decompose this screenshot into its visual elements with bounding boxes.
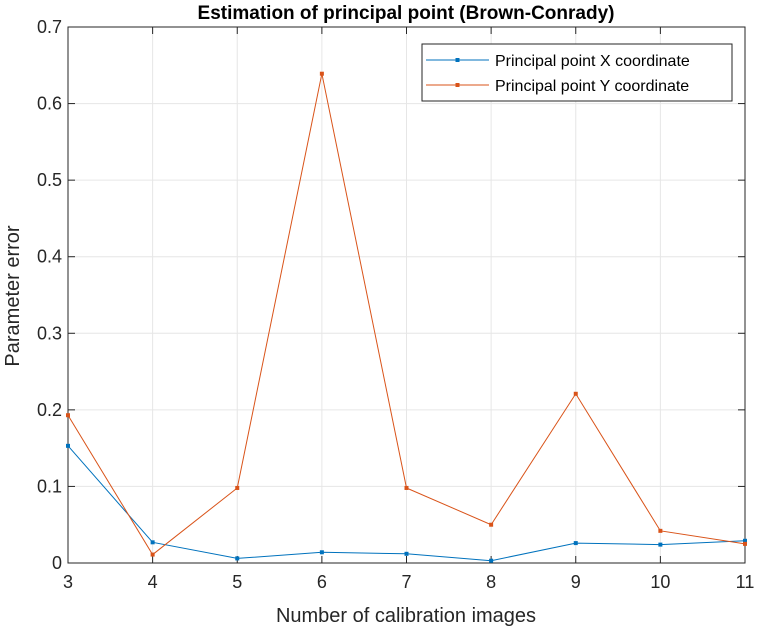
data-point [319, 71, 324, 76]
chart-title: Estimation of principal point (Brown-Con… [198, 3, 615, 24]
y-tick-label: 0.5 [37, 170, 62, 190]
legend-label-y-coordinate: Principal point Y coordinate [495, 78, 689, 95]
data-point [404, 551, 409, 556]
data-point [658, 528, 663, 533]
legend-box [421, 43, 733, 102]
y-tick-label: 0.3 [37, 323, 62, 343]
x-tick-label: 4 [148, 572, 158, 592]
data-point [743, 538, 747, 543]
data-point [404, 485, 409, 490]
legend-marker-x-coordinate [455, 58, 460, 62]
data-point [150, 552, 155, 557]
legend-marker-y-coordinate [455, 83, 460, 87]
axis-ticks [67, 26, 746, 564]
data-point [235, 556, 240, 561]
x-axis-label: Number of calibration images [276, 605, 536, 627]
y-tick-label: 0.6 [37, 94, 62, 114]
data-point [658, 542, 663, 547]
x-tick-label: 8 [486, 572, 496, 592]
y-tick-label: 0.2 [37, 400, 62, 420]
y-axis-label: Parameter error [2, 225, 24, 366]
data-point [235, 485, 240, 490]
series-layer [66, 71, 747, 563]
y-tick-label: 0.4 [37, 247, 62, 267]
data-point [489, 522, 494, 527]
y-tick-label: 0 [52, 553, 62, 573]
tick-labels: 3 4 5 6 7 8 9 10 11 0 0.1 0.2 0.3 0.4 0.5 0.6 0.7 [37, 17, 754, 592]
series-x-coordinate [66, 443, 747, 563]
x-tick-label: 6 [317, 572, 327, 592]
data-point [573, 391, 578, 396]
x-tick-label: 7 [401, 572, 411, 592]
x-tick-label: 11 [736, 572, 755, 592]
x-tick-label: 3 [63, 572, 73, 592]
y-tick-label: 0.1 [37, 476, 62, 496]
data-point [489, 558, 494, 563]
data-point [150, 540, 155, 545]
legend: Principal point X coordinate Principal p… [421, 43, 733, 102]
y-tick-label: 0.7 [37, 17, 62, 37]
legend-label-x-coordinate: Principal point X coordinate [495, 53, 690, 70]
data-point [66, 413, 70, 418]
x-tick-label: 9 [571, 572, 581, 592]
data-point [319, 550, 324, 555]
data-point [66, 443, 70, 448]
x-tick-label: 5 [232, 572, 242, 592]
x-tick-label: 10 [650, 572, 670, 592]
series-y-coordinate [66, 71, 747, 557]
data-point [573, 541, 578, 546]
data-point [743, 541, 747, 546]
